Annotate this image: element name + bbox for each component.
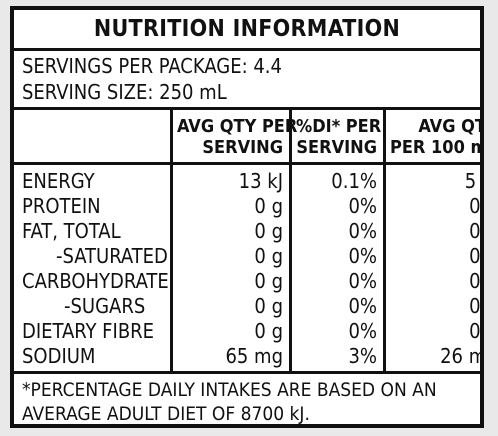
serving-size: SERVING SIZE: 250 mL	[22, 80, 227, 104]
nutrient-name: DIETARY FIBRE	[22, 319, 155, 343]
nutrient-names-column: ENERGY PROTEIN FAT, TOTAL -SATURATED CAR…	[14, 165, 170, 371]
per-100ml-value: 0 g	[469, 294, 481, 318]
per-serving-value: 0 g	[254, 319, 283, 343]
nutrient-name: -SATURATED	[56, 244, 168, 268]
di-value: 0%	[348, 219, 377, 243]
per-100ml-value: 0 g	[469, 194, 481, 218]
footnote-line: *PERCENTAGE DAILY INTAKES ARE BASED ON A…	[22, 379, 437, 401]
nutrient-name: PROTEIN	[22, 194, 101, 218]
nutrition-panel: NUTRITION INFORMATION SERVINGS PER PACKA…	[10, 6, 484, 428]
serving-info: SERVINGS PER PACKAGE: 4.4 SERVING SIZE: …	[14, 51, 480, 110]
di-value: 0.1%	[331, 169, 377, 193]
di-value: 0%	[348, 319, 377, 343]
per-100ml-value: 5 kJ	[464, 169, 480, 193]
footnote-line: AVERAGE ADULT DIET OF 8700 kJ.	[22, 403, 310, 425]
header-avg-qty-per-serving: AVG QTY PER SERVING	[170, 110, 297, 165]
header-blank	[14, 110, 170, 165]
di-column: 0.1% 0% 0% 0% 0% 0% 0% 3%	[289, 165, 383, 371]
footnote: *PERCENTAGE DAILY INTAKES ARE BASED ON A…	[14, 371, 480, 425]
per-100ml-value: 26 mg	[440, 344, 480, 368]
per-serving-column: 13 kJ 0 g 0 g 0 g 0 g 0 g 0 g 65 mg	[170, 165, 289, 371]
di-value: 0%	[348, 269, 377, 293]
per-serving-value: 13 kJ	[238, 169, 283, 193]
di-value: 0%	[348, 244, 377, 268]
nutrient-name: SODIUM	[22, 344, 96, 368]
nutrient-name: -SUGARS	[64, 294, 146, 318]
per-serving-value: 0 g	[254, 269, 283, 293]
di-value: 0%	[348, 194, 377, 218]
di-value: 0%	[348, 294, 377, 318]
di-value: 3%	[348, 344, 377, 368]
header-di-per-serving: %DI* PER SERVING	[289, 110, 383, 165]
per-serving-value: 0 g	[254, 294, 283, 318]
per-100ml-value: 0 g	[469, 319, 481, 343]
per-100ml-column: 5 kJ 0 g 0 g 0 g 0 g 0 g 0 g 26 mg	[383, 165, 481, 371]
nutrient-name: FAT, TOTAL	[22, 219, 121, 243]
per-100ml-value: 0 g	[469, 219, 481, 243]
nutrition-table: AVG QTY PER SERVING %DI* PER SERVING AVG…	[14, 110, 480, 371]
header-avg-qty-per-100ml: AVG QTY PER 100 mL	[383, 110, 480, 165]
per-100ml-value: 0 g	[469, 244, 481, 268]
per-100ml-value: 0 g	[469, 269, 481, 293]
nutrient-name: ENERGY	[22, 169, 95, 193]
per-serving-value: 0 g	[254, 194, 283, 218]
panel-title: NUTRITION INFORMATION	[14, 10, 480, 51]
servings-per-package: SERVINGS PER PACKAGE: 4.4	[22, 54, 282, 78]
per-serving-value: 0 g	[254, 244, 283, 268]
per-serving-value: 0 g	[254, 219, 283, 243]
nutrient-name: CARBOHYDRATE	[22, 269, 169, 293]
per-serving-value: 65 mg	[225, 344, 283, 368]
